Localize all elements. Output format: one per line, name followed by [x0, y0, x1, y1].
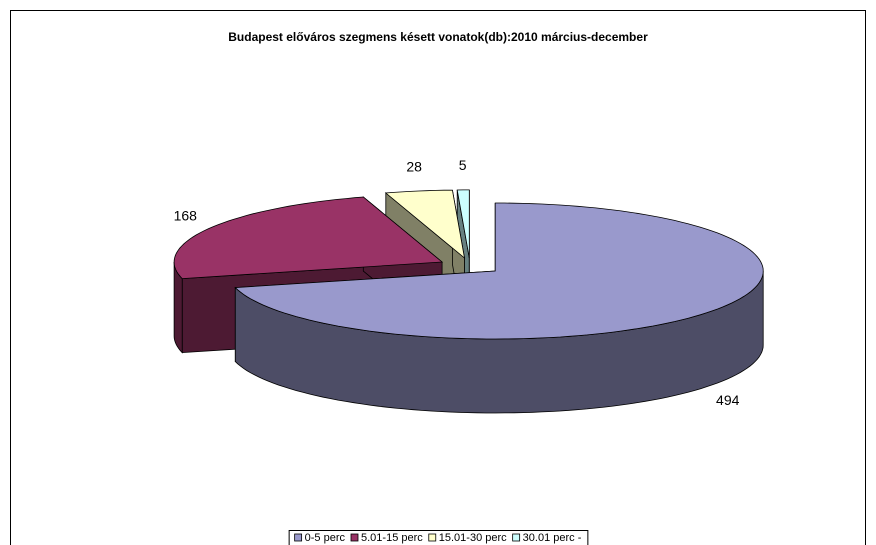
legend-swatch [350, 533, 359, 542]
legend-swatch [512, 533, 521, 542]
data-label: 5 [459, 157, 467, 173]
legend-label: 30.01 perc - [523, 532, 582, 544]
data-label: 28 [406, 158, 422, 174]
legend-label: 15.01-30 perc [439, 532, 507, 544]
data-label: 168 [174, 208, 198, 224]
slice-top [456, 189, 470, 258]
data-label: 494 [716, 392, 740, 408]
pie: 494 168 28 5 [173, 157, 764, 414]
legend-swatch [294, 533, 303, 542]
legend-swatch [428, 533, 437, 542]
slice-top [234, 202, 764, 340]
legend-label: 0-5 perc [305, 532, 346, 544]
legend-label: 5.01-15 perc [361, 532, 423, 544]
chart-title: Budapest előváros szegmens késett vonato… [228, 30, 648, 44]
slice [234, 202, 764, 414]
slice-top [173, 196, 444, 280]
legend: 0-5 perc 5.01-15 perc 15.01-30 perc 30.01 p… [288, 530, 589, 545]
slice-top [384, 189, 466, 260]
